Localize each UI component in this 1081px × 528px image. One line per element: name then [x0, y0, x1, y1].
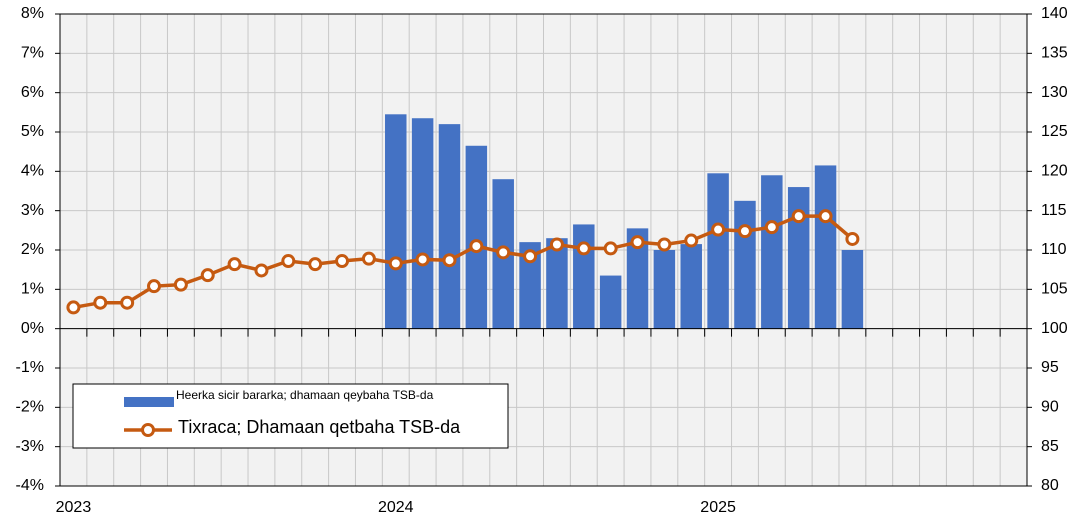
y2-tick-label: 130	[1041, 84, 1068, 101]
y2-tick-label: 80	[1041, 477, 1059, 494]
legend: Heerka sicir bararka; dhamaan qeybaha TS…	[72, 383, 509, 449]
line-marker	[254, 263, 269, 278]
y-tick-label: -1%	[16, 359, 44, 376]
bar	[599, 275, 622, 329]
line-marker	[147, 279, 162, 294]
bar	[411, 118, 434, 329]
y-tick-label: 2%	[21, 241, 44, 258]
line-marker	[173, 277, 188, 292]
y-tick-label: 6%	[21, 84, 44, 101]
bar	[680, 244, 702, 329]
bar	[626, 228, 649, 329]
y2-tick-label: 95	[1041, 359, 1059, 376]
y-tick-label: 7%	[21, 45, 44, 62]
line-marker	[496, 245, 511, 260]
y2-tick-label: 135	[1041, 45, 1068, 62]
bar	[438, 124, 461, 329]
y2-tick-label: 115	[1041, 202, 1067, 219]
y-tick-label: -4%	[16, 477, 44, 494]
line-marker	[308, 257, 323, 272]
bar	[841, 250, 864, 329]
bar	[734, 200, 756, 329]
x-tick-label: 2025	[700, 499, 736, 516]
y-tick-label: 4%	[21, 163, 44, 180]
bar	[385, 114, 407, 329]
x-tick-label: 2024	[378, 499, 414, 516]
line-marker	[469, 239, 484, 254]
legend-label: Heerka sicir bararka; dhamaan qeybaha TS…	[176, 388, 434, 402]
line-marker	[442, 253, 457, 268]
legend-marker	[141, 423, 155, 437]
y-tick-label: 0%	[21, 320, 44, 337]
line-marker	[335, 254, 350, 269]
y2-tick-label: 140	[1041, 5, 1068, 22]
bar	[573, 224, 595, 329]
line-marker	[576, 241, 591, 256]
y2-tick-label: 120	[1041, 163, 1068, 180]
line-marker	[415, 252, 430, 267]
line-marker	[120, 295, 135, 310]
line-marker	[737, 224, 752, 239]
line-marker	[549, 237, 564, 252]
legend-box	[72, 383, 509, 449]
line-marker	[361, 251, 376, 266]
line-marker	[845, 231, 860, 246]
y2-tick-label: 100	[1041, 320, 1068, 337]
y2-tick-label: 125	[1041, 123, 1068, 140]
legend-label: Tixraca; Dhamaan qetbaha TSB-da	[178, 417, 461, 437]
y-tick-label: 5%	[21, 123, 44, 140]
y-tick-label: 1%	[21, 281, 44, 298]
line-marker	[764, 220, 779, 235]
line-marker	[388, 256, 403, 271]
line-marker	[630, 235, 645, 250]
y-tick-label: -2%	[16, 399, 44, 416]
bar	[465, 145, 488, 329]
bar	[707, 173, 729, 329]
line-marker	[281, 254, 296, 269]
legend-swatch	[124, 397, 174, 407]
bar	[761, 175, 783, 329]
line-marker	[684, 233, 699, 248]
bar	[787, 187, 810, 329]
y2-tick-label: 110	[1041, 241, 1067, 258]
y2-tick-label: 85	[1041, 438, 1059, 455]
line-marker	[818, 209, 833, 224]
line-marker	[711, 222, 726, 237]
y2-tick-label: 90	[1041, 399, 1059, 416]
bar	[814, 165, 837, 329]
bar	[546, 238, 568, 329]
line-marker	[93, 295, 108, 310]
y2-tick-label: 105	[1041, 281, 1068, 298]
x-tick-label: 2023	[56, 499, 92, 516]
line-marker	[791, 209, 806, 224]
y-tick-label: -3%	[16, 438, 44, 455]
line-marker	[66, 300, 81, 315]
y-tick-label: 8%	[21, 5, 44, 22]
line-marker	[200, 268, 215, 283]
line-marker	[603, 241, 618, 256]
line-marker	[657, 237, 672, 252]
line-marker	[227, 257, 242, 272]
bar	[519, 242, 541, 329]
bar	[653, 250, 676, 329]
y-tick-label: 3%	[21, 202, 44, 219]
plot-border	[59, 13, 1028, 487]
line-marker	[523, 249, 538, 264]
